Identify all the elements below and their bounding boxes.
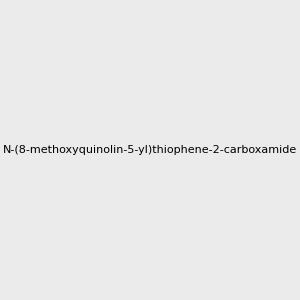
Text: N-(8-methoxyquinolin-5-yl)thiophene-2-carboxamide: N-(8-methoxyquinolin-5-yl)thiophene-2-ca… — [3, 145, 297, 155]
